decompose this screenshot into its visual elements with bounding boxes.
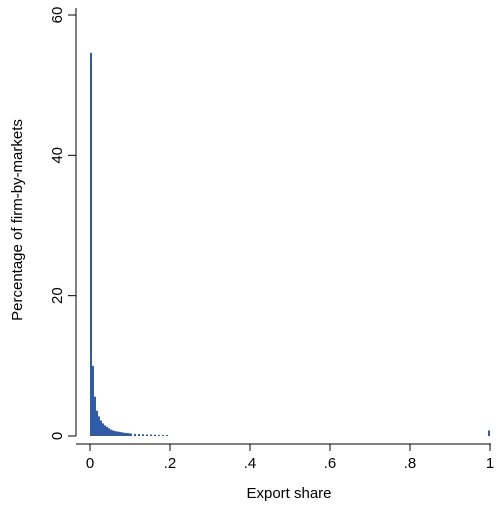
y-axis-ticks: 0 20 40 60: [49, 7, 76, 440]
y-tick-label: 20: [49, 287, 66, 304]
histogram-bar: [128, 433, 130, 436]
histogram-bar: [114, 431, 116, 436]
histogram-bar: [112, 430, 114, 436]
x-tick-label: .2: [164, 455, 177, 472]
histogram-bar: [98, 416, 100, 436]
histogram-bar: [138, 434, 140, 436]
histogram-bar: [118, 431, 120, 436]
histogram-bar: [108, 428, 110, 436]
histogram-bar: [94, 396, 96, 436]
histogram-bar: [142, 434, 144, 436]
histogram-bar: [106, 426, 108, 436]
histogram-bar: [100, 420, 102, 436]
histogram-bar: [134, 433, 136, 436]
histogram-bar: [122, 432, 124, 436]
x-tick-label: 1: [486, 455, 494, 472]
histogram-bar: [154, 434, 156, 436]
x-tick-label: .8: [404, 455, 417, 472]
histogram-bar: [150, 434, 152, 436]
x-axis-label: Export share: [246, 485, 331, 502]
histogram-bar: [92, 365, 94, 436]
histogram-bar: [488, 430, 490, 436]
y-axis-label: Percentage of firm-by-markets: [9, 119, 26, 321]
histogram-bars: [90, 52, 490, 436]
histogram-bar: [110, 429, 112, 436]
histogram-bar: [102, 423, 104, 436]
x-tick-label: .6: [324, 455, 337, 472]
histogram-bar: [96, 410, 98, 436]
histogram-bar: [116, 431, 118, 436]
histogram-bar: [130, 433, 132, 436]
histogram-bar: [146, 434, 148, 436]
x-tick-label: .4: [244, 455, 257, 472]
histogram-bar: [166, 435, 168, 436]
y-tick-label: 0: [49, 432, 66, 440]
histogram-bar: [126, 433, 128, 436]
y-tick-label: 60: [49, 7, 66, 24]
histogram-bar: [158, 434, 160, 436]
x-axis-ticks: 0 .2 .4 .6 .8 1: [86, 444, 494, 472]
histogram-bar: [104, 425, 106, 436]
histogram-bar: [124, 432, 126, 436]
y-tick-label: 40: [49, 147, 66, 164]
histogram-bar: [120, 432, 122, 436]
histogram-bar: [90, 52, 92, 436]
histogram-bar: [162, 434, 164, 436]
x-tick-label: 0: [86, 455, 94, 472]
